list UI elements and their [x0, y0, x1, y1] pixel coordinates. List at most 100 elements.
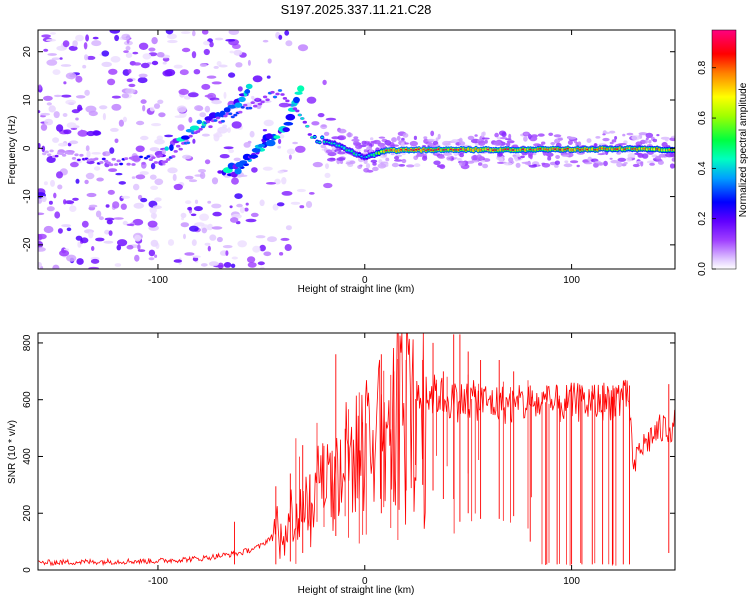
noise-blob — [82, 64, 87, 69]
ridge-outer — [260, 100, 265, 104]
halo-blob — [614, 136, 618, 140]
ridge-outer — [253, 104, 258, 108]
noise-blob — [194, 199, 199, 204]
halo-blob — [443, 152, 452, 156]
halo-blob — [638, 132, 648, 136]
ridge-branch-blob — [245, 83, 253, 89]
noise-blob — [151, 60, 159, 66]
halo-blob — [363, 168, 370, 173]
noise-blob — [162, 61, 167, 65]
halo-blob — [514, 157, 519, 162]
noise-blob — [251, 167, 258, 173]
noise-blob — [116, 244, 122, 251]
halo-blob — [500, 137, 508, 140]
halo-blob — [616, 151, 622, 155]
noise-blob — [255, 235, 266, 239]
noise-blob — [228, 30, 240, 35]
ridge-outer — [106, 161, 111, 165]
noise-blob — [106, 219, 113, 225]
halo-blob — [541, 163, 551, 168]
halo-blob — [521, 161, 530, 164]
noise-blob — [84, 54, 89, 61]
noise-blob — [207, 223, 213, 231]
halo-blob — [501, 131, 507, 138]
noise-blob — [153, 103, 161, 109]
noise-blob — [65, 72, 77, 80]
halo-blob — [541, 141, 546, 145]
noise-blob — [46, 206, 55, 212]
noise-blob — [41, 195, 47, 203]
noise-blob — [204, 94, 214, 98]
halo-blob — [372, 162, 377, 166]
noise-blob — [191, 51, 197, 59]
noise-blob — [150, 185, 159, 190]
ridge-branch-blob — [234, 102, 243, 108]
halo-blob — [546, 152, 554, 157]
ridge-outer — [136, 158, 141, 161]
noise-blob — [297, 44, 309, 52]
noise-blob — [278, 138, 282, 145]
noise-blob — [86, 150, 91, 158]
halo-blob — [669, 137, 675, 142]
noise-blob — [140, 135, 149, 141]
halo-blob — [327, 157, 336, 162]
halo-blob — [372, 139, 381, 145]
noise-blob — [80, 237, 89, 244]
noise-blob — [51, 57, 61, 61]
noise-blob — [123, 50, 129, 53]
ridge-core — [305, 125, 310, 128]
noise-blob — [278, 34, 283, 40]
ridge-outer — [195, 130, 201, 133]
noise-blob — [54, 211, 61, 219]
halo-blob — [637, 152, 643, 157]
halo-blob — [627, 153, 636, 159]
noise-blob — [139, 171, 149, 176]
noise-blob — [262, 166, 273, 171]
halo-blob — [550, 142, 556, 145]
noise-blob — [126, 244, 134, 250]
noise-blob — [131, 176, 136, 179]
noise-blob — [50, 179, 55, 187]
noise-blob — [262, 129, 267, 132]
halo-blob — [351, 138, 360, 142]
halo-blob — [602, 133, 606, 136]
noise-blob — [199, 172, 206, 179]
noise-blob — [223, 262, 232, 268]
halo-blob — [336, 157, 346, 161]
noise-blob — [102, 113, 106, 121]
halo-blob — [553, 134, 562, 138]
ridge-core — [231, 115, 235, 119]
halo-blob — [648, 139, 652, 144]
halo-blob — [654, 156, 662, 161]
halo-blob — [652, 138, 658, 143]
halo-blob — [402, 133, 409, 138]
halo-blob — [658, 153, 667, 158]
noise-blob — [192, 255, 201, 258]
noise-blob — [108, 68, 118, 75]
noise-blob — [107, 78, 116, 86]
ridge-outer — [275, 92, 280, 96]
noise-blob — [211, 99, 223, 105]
noise-blob — [53, 111, 60, 119]
snr-y-tick-label: 800 — [22, 334, 33, 351]
noise-blob — [151, 123, 162, 127]
ridge-branch-blob — [282, 127, 290, 133]
noise-blob — [167, 39, 178, 44]
noise-blob — [172, 173, 177, 182]
spectrogram-xlabel: Height of straight line (km) — [298, 284, 415, 295]
halo-blob — [611, 139, 617, 143]
noise-blob — [125, 88, 136, 94]
noise-blob — [126, 223, 135, 226]
halo-blob — [413, 135, 417, 140]
ridge-core — [77, 158, 81, 162]
noise-blob — [53, 192, 57, 199]
halo-blob — [394, 159, 403, 162]
noise-blob — [140, 99, 147, 104]
halo-blob — [482, 131, 486, 136]
noise-blob — [292, 141, 298, 145]
noise-blob — [140, 62, 150, 69]
noise-blob — [190, 213, 197, 217]
noise-blob — [103, 240, 114, 244]
halo-blob — [563, 163, 573, 168]
noise-blob — [259, 199, 265, 207]
